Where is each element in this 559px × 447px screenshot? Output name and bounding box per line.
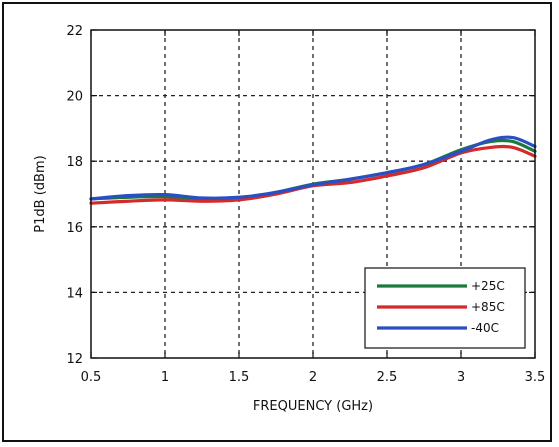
y-tick-label: 20 bbox=[66, 90, 83, 105]
series-lines bbox=[89, 135, 537, 205]
y-tick-label: 18 bbox=[66, 155, 83, 170]
y-tick-label: 12 bbox=[66, 352, 83, 367]
y-axis-title: P1dB (dBm) bbox=[33, 155, 48, 232]
legend: +25C +85C -40C bbox=[364, 267, 526, 349]
x-tick-label: 0.5 bbox=[81, 370, 102, 385]
y-tick-label: 16 bbox=[66, 221, 83, 236]
series-line-2 bbox=[89, 135, 537, 201]
x-tick-label: 3 bbox=[457, 370, 465, 385]
series-line-1 bbox=[89, 144, 537, 205]
x-axis-title: FREQUENCY (GHz) bbox=[253, 399, 373, 414]
legend-label: +25C bbox=[471, 279, 505, 293]
y-tick-label: 22 bbox=[66, 24, 83, 39]
axis-ticks: 0.5 1 1.5 2 2.5 3 3.5 12 14 16 18 20 22 bbox=[66, 24, 545, 385]
x-tick-label: 1.5 bbox=[229, 370, 250, 385]
x-tick-label: 1 bbox=[161, 370, 169, 385]
y-tick-label: 14 bbox=[66, 286, 83, 301]
chart-frame bbox=[2, 2, 552, 442]
legend-label: +85C bbox=[471, 300, 505, 314]
x-tick-label: 2.5 bbox=[377, 370, 398, 385]
x-tick-label: 3.5 bbox=[525, 370, 546, 385]
legend-label: -40C bbox=[471, 321, 499, 335]
x-tick-label: 2 bbox=[309, 370, 317, 385]
